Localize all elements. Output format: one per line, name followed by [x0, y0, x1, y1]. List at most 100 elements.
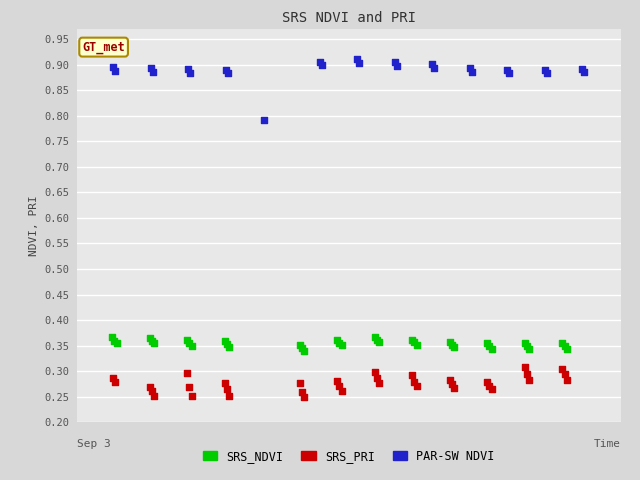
Point: [577, 65, 588, 72]
Point: [520, 339, 530, 347]
Point: [557, 365, 568, 372]
Point: [486, 345, 497, 353]
Point: [224, 343, 234, 351]
Point: [184, 383, 195, 390]
Point: [407, 372, 417, 379]
Point: [412, 341, 422, 348]
Point: [108, 374, 118, 382]
Point: [299, 394, 309, 401]
Point: [259, 117, 269, 124]
Point: [484, 382, 495, 389]
Point: [184, 339, 195, 347]
Text: GT_met: GT_met: [82, 41, 125, 54]
Point: [149, 339, 159, 347]
Title: SRS NDVI and PRI: SRS NDVI and PRI: [282, 11, 416, 25]
Point: [445, 338, 455, 346]
Point: [352, 56, 362, 63]
Point: [186, 69, 196, 77]
Point: [145, 334, 155, 342]
Point: [504, 70, 515, 77]
Point: [224, 392, 234, 400]
Point: [392, 62, 402, 70]
Point: [317, 61, 327, 69]
Point: [522, 371, 532, 378]
Point: [484, 342, 495, 350]
Text: Sep 3: Sep 3: [77, 439, 111, 449]
Point: [186, 392, 196, 400]
Point: [299, 347, 309, 355]
Point: [220, 337, 230, 345]
Point: [108, 63, 118, 71]
Point: [294, 341, 305, 348]
Point: [337, 387, 347, 395]
Point: [520, 363, 530, 371]
Point: [110, 378, 120, 385]
Point: [390, 58, 400, 66]
Point: [449, 343, 460, 351]
Point: [332, 377, 342, 385]
Point: [465, 64, 475, 72]
Point: [467, 68, 477, 75]
Point: [109, 337, 120, 345]
Point: [111, 339, 122, 347]
Point: [110, 67, 120, 75]
Point: [182, 370, 192, 377]
Point: [297, 345, 307, 352]
Point: [334, 339, 344, 347]
Point: [145, 383, 155, 390]
Point: [447, 341, 457, 348]
Point: [223, 70, 233, 77]
Point: [369, 333, 380, 341]
Point: [447, 380, 457, 388]
Point: [427, 60, 437, 68]
Point: [502, 66, 512, 73]
Point: [221, 385, 232, 393]
Point: [221, 340, 232, 348]
Point: [542, 70, 552, 77]
Text: Time: Time: [594, 439, 621, 449]
Point: [221, 66, 231, 73]
Y-axis label: NDVI, PRI: NDVI, PRI: [29, 195, 38, 256]
Point: [337, 341, 347, 349]
Point: [294, 379, 305, 386]
Point: [412, 382, 422, 390]
Point: [369, 369, 380, 376]
Point: [374, 379, 384, 387]
Point: [429, 64, 440, 72]
Point: [145, 64, 156, 72]
Point: [374, 338, 384, 346]
Point: [372, 336, 382, 343]
Point: [559, 342, 570, 350]
Point: [562, 376, 572, 384]
Point: [540, 66, 550, 73]
Point: [559, 371, 570, 378]
Point: [148, 68, 158, 75]
Point: [372, 374, 382, 382]
Point: [410, 338, 420, 346]
Legend: SRS_NDVI, SRS_PRI, PAR-SW NDVI: SRS_NDVI, SRS_PRI, PAR-SW NDVI: [198, 445, 499, 468]
Point: [407, 336, 417, 343]
Point: [445, 376, 455, 384]
Point: [182, 336, 192, 343]
Point: [482, 339, 492, 347]
Point: [220, 379, 230, 386]
Point: [579, 69, 589, 76]
Point: [147, 387, 157, 395]
Point: [149, 392, 159, 400]
Point: [486, 385, 497, 393]
Point: [522, 342, 532, 350]
Point: [557, 339, 568, 347]
Point: [524, 346, 534, 353]
Point: [297, 388, 307, 396]
Point: [107, 333, 117, 341]
Point: [449, 384, 460, 392]
Point: [186, 342, 196, 349]
Point: [482, 378, 492, 385]
Point: [183, 65, 193, 73]
Point: [314, 58, 324, 65]
Point: [524, 376, 534, 384]
Point: [562, 346, 572, 353]
Point: [147, 337, 157, 345]
Point: [410, 378, 420, 385]
Point: [332, 336, 342, 343]
